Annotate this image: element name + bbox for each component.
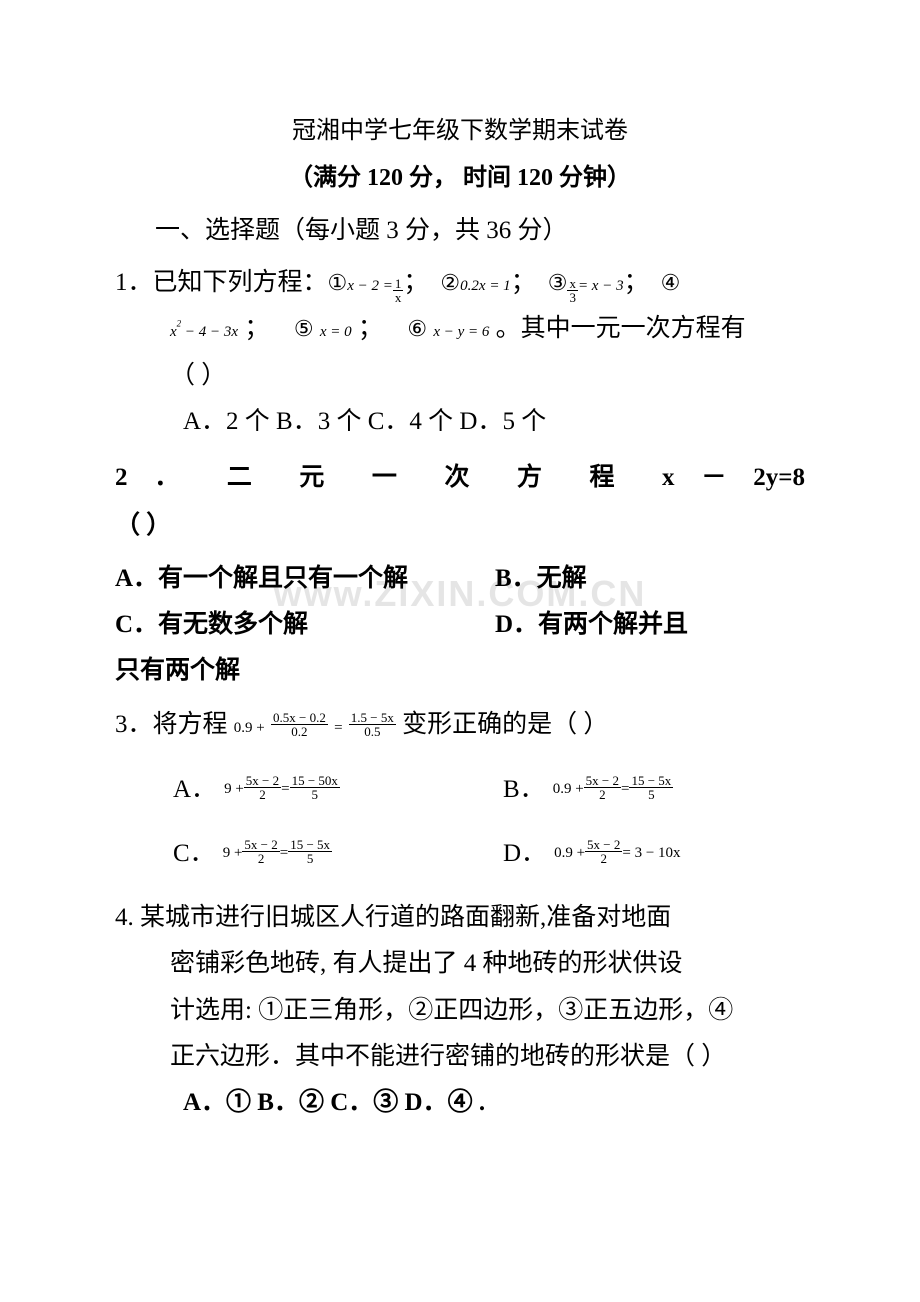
q1-eq4: x <box>170 324 177 340</box>
q2-opt-c: C．有无数多个解 <box>115 602 495 648</box>
q3-a-eq: = <box>281 776 289 804</box>
q2-opt-a: A．有一个解且只有一个解 <box>115 556 495 602</box>
q3-c-lnum: 5x − 2 <box>242 838 279 852</box>
q3-d-eq: = 3 − 10x <box>622 840 680 868</box>
q3-opt-c: C． 9 + 5x − 2 2 = 15 − 5x 5 <box>173 831 503 877</box>
question-3: 3．将方程 0.9 + 0.5x − 0.2 0.2 = 1.5 − 5x 0.… <box>115 702 805 877</box>
q3-a-lfrac: 5x − 2 2 <box>244 774 281 801</box>
q2-paren: （ ） <box>115 503 805 549</box>
q3-b-label: B． <box>503 767 545 813</box>
q3-d-lnum: 5x − 2 <box>585 838 622 852</box>
q3-c-lfrac: 5x − 2 2 <box>242 838 279 865</box>
q2-opt-b: B．无解 <box>495 556 587 602</box>
q3-b-eq: = <box>621 776 629 804</box>
q2-stem: 2 ． 二 元 一 次 方 程 x － 2y=8 <box>115 455 805 501</box>
q1-paren: （ ） <box>115 353 805 399</box>
q1-eq4-label: ④ <box>661 263 681 304</box>
q3-eq: = <box>334 720 342 736</box>
question-1: 1．已知下列方程： ① x − 2 = 1 x ； ② 0.2x = 1 ； ③… <box>115 260 805 445</box>
q1-eq1-den: x <box>393 291 404 304</box>
q1-sep5: ； <box>358 315 383 342</box>
q1-eq5-label: ⑤ <box>294 309 314 350</box>
q4-line2: 密铺彩色地砖, 有人提出了 4 种地砖的形状供设 <box>115 941 805 987</box>
q4-line1: 4. 某城市进行旧城区人行道的路面翻新,准备对地面 <box>115 895 805 941</box>
page-title: 冠湘中学七年级下数学期末试卷 <box>115 110 805 145</box>
q3-stem-prefix: 3．将方程 <box>115 711 228 738</box>
question-2: 2 ． 二 元 一 次 方 程 x － 2y=8 （ ） A．有一个解且只有一个… <box>115 455 805 694</box>
q3-a-const: 9 + <box>224 776 244 804</box>
q3-d-label: D． <box>503 831 546 877</box>
q2-opt-d2: 只有两个解 <box>115 648 805 694</box>
q3-rhs-den: 0.5 <box>362 725 382 738</box>
page-subtitle: （满分 120 分， 时间 120 分钟） <box>115 157 805 192</box>
q3-stem-suffix: 变形正确的是（ ） <box>402 711 608 738</box>
q1-options: A．2 个 B．3 个 C．4 个 D．5 个 <box>115 399 805 445</box>
q1-eq2-label: ② <box>440 263 460 304</box>
q3-c-const: 9 + <box>223 840 243 868</box>
q1-stem-prefix: 1．已知下列方程： <box>115 260 328 306</box>
q3-b-lnum: 5x − 2 <box>584 774 621 788</box>
q1-eq3-den: 3 <box>567 291 578 304</box>
q2-opt-d: D．有两个解并且 <box>495 602 688 648</box>
q1-eq3-rhs: = x − 3 <box>578 273 624 301</box>
q3-a-lden: 2 <box>257 788 268 801</box>
q1-eq1-label: ① <box>328 263 348 304</box>
q3-b-rden: 5 <box>646 788 657 801</box>
q4-line4: 正六边形．其中不能进行密铺的地砖的形状是（ ） <box>115 1034 805 1080</box>
q3-c-eq: = <box>280 840 288 868</box>
section-heading: 一、选择题（每小题 3 分，共 36 分） <box>115 210 805 246</box>
q3-b-rnum: 15 − 5x <box>629 774 673 788</box>
q3-lhs-den: 0.2 <box>289 725 309 738</box>
q3-c-rnum: 15 − 5x <box>288 838 332 852</box>
q1-eq3-num: x <box>567 277 578 291</box>
q3-b-lfrac: 5x − 2 2 <box>584 774 621 801</box>
q3-opt-b: B． 0.9 + 5x − 2 2 = 15 − 5x 5 <box>503 767 673 813</box>
page-content: 冠湘中学七年级下数学期末试卷 （满分 120 分， 时间 120 分钟） 一、选… <box>115 110 805 1126</box>
q3-c-rden: 5 <box>305 852 316 865</box>
q4-options: A．① B．② C．③ D．④ . <box>115 1080 805 1126</box>
q3-opt-d: D． 0.9 + 5x − 2 2 = 3 − 10x <box>503 831 681 877</box>
q4-line3: 计选用: ①正三角形，②正四边形，③正五边形，④ <box>115 988 805 1034</box>
q3-a-lnum: 5x − 2 <box>244 774 281 788</box>
q3-opt-a: A． 9 + 5x − 2 2 = 15 − 50x 5 <box>173 767 503 813</box>
q3-a-rfrac: 15 − 50x 5 <box>290 774 340 801</box>
q1-eq6-label: ⑥ <box>407 309 427 350</box>
q1-sep4: ； <box>244 315 269 342</box>
q3-c-rfrac: 15 − 5x 5 <box>288 838 332 865</box>
q3-a-rnum: 15 − 50x <box>290 774 340 788</box>
q1-eq3-frac: x 3 <box>567 277 578 304</box>
q3-d-lden: 2 <box>598 852 609 865</box>
q1-eq6: x − y = 6 <box>433 324 489 340</box>
q3-b-const: 0.9 + <box>553 776 584 804</box>
q3-rhs-frac: 1.5 − 5x 0.5 <box>349 711 396 738</box>
q3-a-rden: 5 <box>310 788 321 801</box>
q3-d-lfrac: 5x − 2 2 <box>585 838 622 865</box>
q1-eq1-frac: 1 x <box>393 277 404 304</box>
q3-b-lden: 2 <box>597 788 608 801</box>
q1-eq2: 0.2x = 1 <box>460 273 511 301</box>
q3-c-lden: 2 <box>256 852 267 865</box>
q1-sep2: ； <box>511 260 536 306</box>
q3-lhs-num: 0.5x − 0.2 <box>271 711 328 725</box>
q3-a-label: A． <box>173 767 216 813</box>
q1-eq4-rest: − 4 − 3x <box>181 324 238 340</box>
q3-d-const: 0.9 + <box>554 840 585 868</box>
q1-stem-suffix: 。其中一元一次方程有 <box>496 315 746 342</box>
q1-sep3: ； <box>624 260 649 306</box>
q1-sep1: ； <box>403 260 428 306</box>
q1-eq5: x = 0 <box>320 324 352 340</box>
q3-lhs-const: 0.9 + <box>234 720 265 736</box>
q1-eq1-num: 1 <box>393 277 404 291</box>
q1-eq1-lhs: x − 2 = <box>347 273 393 301</box>
q3-c-label: C． <box>173 831 215 877</box>
question-4: 4. 某城市进行旧城区人行道的路面翻新,准备对地面 密铺彩色地砖, 有人提出了 … <box>115 895 805 1126</box>
q1-eq3-label: ③ <box>548 263 568 304</box>
q3-rhs-num: 1.5 − 5x <box>349 711 396 725</box>
q3-lhs-frac: 0.5x − 0.2 0.2 <box>271 711 328 738</box>
q3-b-rfrac: 15 − 5x 5 <box>629 774 673 801</box>
